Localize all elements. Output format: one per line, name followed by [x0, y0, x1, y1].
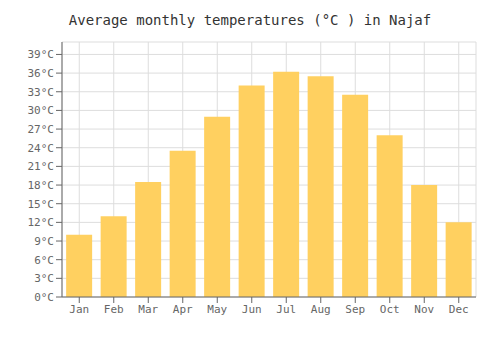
svg-text:33°C: 33°C — [28, 86, 55, 99]
svg-text:Jan: Jan — [69, 303, 89, 316]
svg-text:12°C: 12°C — [28, 216, 55, 229]
svg-text:9°C: 9°C — [34, 235, 54, 248]
svg-text:6°C: 6°C — [34, 254, 54, 267]
svg-text:0°C: 0°C — [34, 291, 54, 304]
svg-text:15°C: 15°C — [28, 198, 55, 211]
svg-text:Nov: Nov — [414, 303, 434, 316]
svg-text:18°C: 18°C — [28, 179, 55, 192]
svg-text:24°C: 24°C — [28, 142, 55, 155]
svg-text:Jul: Jul — [276, 303, 296, 316]
svg-text:39°C: 39°C — [28, 48, 55, 61]
svg-text:Dec: Dec — [449, 303, 469, 316]
svg-text:3°C: 3°C — [34, 272, 54, 285]
svg-text:Oct: Oct — [380, 303, 400, 316]
svg-text:Feb: Feb — [104, 303, 124, 316]
svg-text:Mar: Mar — [138, 303, 158, 316]
html-text:Average monthly temperatures (: Average monthly temperatures (°C ) in Na… — [68, 12, 432, 28]
svg-text:Jun: Jun — [242, 303, 262, 316]
svg-text:Aug: Aug — [311, 303, 331, 316]
svg-text:27°C: 27°C — [28, 123, 55, 136]
svg-text:21°C: 21°C — [28, 160, 55, 173]
svg-text:Apr: Apr — [173, 303, 193, 316]
svg-text:36°C: 36°C — [28, 67, 55, 80]
svg-text:May: May — [207, 303, 227, 316]
svg-text:Sep: Sep — [345, 303, 365, 316]
svg-text:30°C: 30°C — [28, 104, 55, 117]
